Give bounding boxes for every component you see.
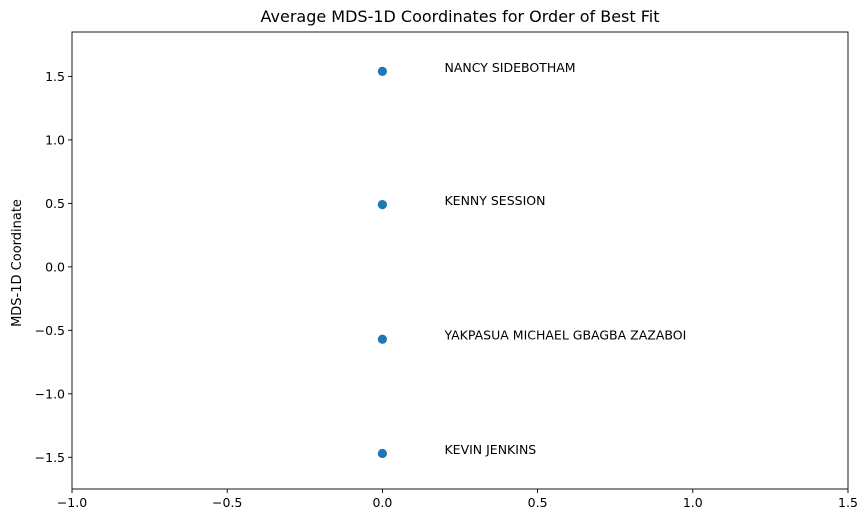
y-axis-label: MDS-1D Coordinate	[10, 199, 25, 327]
y-tick-label: −1.5	[35, 450, 65, 465]
data-point	[377, 334, 387, 344]
y-tick-label: 0.5	[45, 196, 65, 211]
data-point	[377, 448, 387, 459]
point-label: KENNY SESSION	[444, 193, 545, 208]
plot-area: −1.0 −0.5 0.0 0.5 1.0 1.5 −1.5 −1.0 −0.5 0.0 0.5 1.…	[35, 31, 858, 510]
x-tick-label: 1.5	[838, 495, 858, 510]
y-tick-label: −1.0	[35, 386, 65, 401]
y-tick-label: 1.0	[45, 132, 65, 147]
x-tick-label: 1.0	[683, 495, 703, 510]
data-point	[377, 66, 387, 76]
point-label: NANCY SIDEBOTHAM	[444, 60, 575, 75]
y-tick-label: 0.0	[45, 259, 65, 274]
x-tick-label: 0.0	[372, 495, 392, 510]
plot-frame	[71, 31, 849, 490]
x-tick-label: −1.0	[57, 495, 87, 510]
x-tick-label: 0.5	[528, 495, 548, 510]
point-label: KEVIN JENKINS	[444, 442, 536, 457]
chart-title: Average MDS-1D Coordinates for Order of …	[261, 7, 660, 26]
point-label: YAKPASUA MICHAEL GBAGBA ZAZABOI	[443, 328, 686, 343]
x-tick-label: −0.5	[212, 495, 242, 510]
data-point	[377, 200, 387, 210]
y-tick-label: 1.5	[45, 69, 65, 84]
y-tick-label: −0.5	[35, 323, 65, 338]
